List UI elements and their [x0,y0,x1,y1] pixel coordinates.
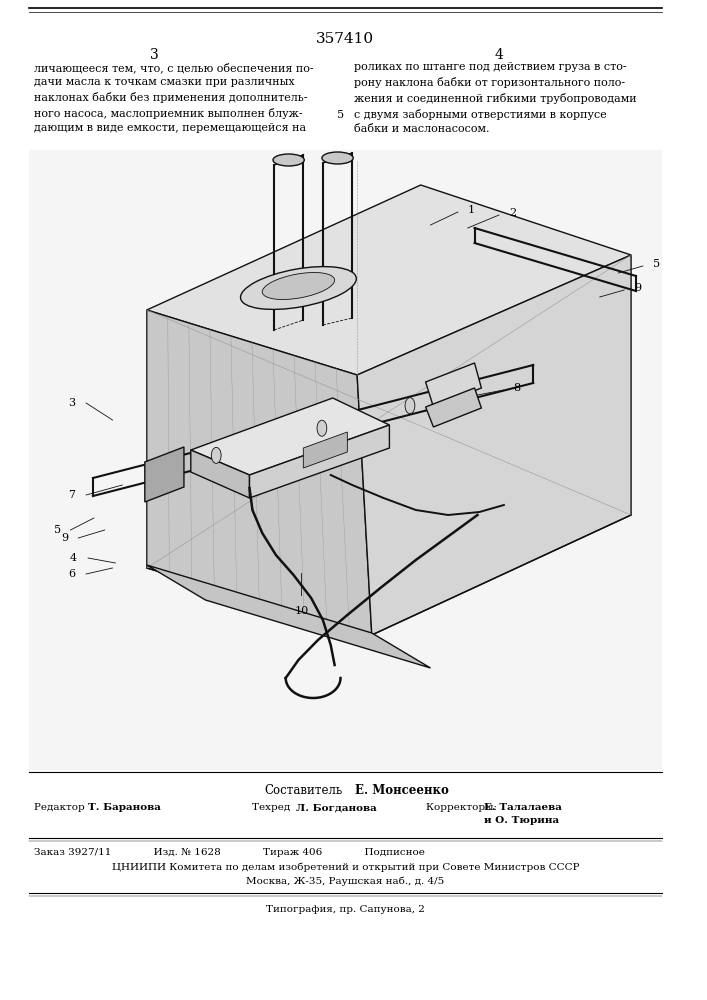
Polygon shape [426,363,481,407]
Text: Техред: Техред [252,803,294,812]
Text: роликах по штанге под действием груза в сто-
рону наклона бабки от горизонтально: роликах по штанге под действием груза в … [354,62,637,134]
Ellipse shape [322,152,354,164]
Text: 5: 5 [54,525,61,535]
Ellipse shape [240,267,356,309]
Polygon shape [147,565,431,668]
Text: 2: 2 [509,208,516,218]
Text: 10: 10 [294,606,308,616]
Text: 5: 5 [337,110,344,120]
Text: Е. Талалаева: Е. Талалаева [484,803,562,812]
Polygon shape [191,398,390,475]
Text: 1: 1 [468,205,475,215]
Text: Т. Баранова: Т. Баранова [88,803,161,812]
Polygon shape [145,447,184,502]
Polygon shape [303,432,347,468]
Text: 4: 4 [495,48,503,62]
Text: Л. Богданова: Л. Богданова [296,803,378,812]
Ellipse shape [317,420,327,436]
Polygon shape [357,255,631,635]
Text: 357410: 357410 [316,32,375,46]
Text: 3: 3 [68,398,76,408]
Polygon shape [426,388,481,427]
Text: 6: 6 [68,569,76,579]
Polygon shape [147,310,372,635]
Text: Москва, Ж-35, Раушская наб., д. 4/5: Москва, Ж-35, Раушская наб., д. 4/5 [246,876,445,886]
Text: 8: 8 [514,383,521,393]
Text: Корректоры:: Корректоры: [426,803,500,812]
Ellipse shape [405,398,415,414]
Text: 9: 9 [634,283,641,293]
Text: 5: 5 [653,259,660,269]
Text: ЦНИИПИ Комитета по делам изобретений и открытий при Совете Министров СССР: ЦНИИПИ Комитета по делам изобретений и о… [112,862,579,871]
Text: Типография, пр. Сапунова, 2: Типография, пр. Сапунова, 2 [266,905,425,914]
Ellipse shape [262,273,334,299]
Polygon shape [147,185,631,375]
Ellipse shape [273,154,304,166]
Text: Редактор: Редактор [34,803,88,812]
Text: 3: 3 [150,48,159,62]
Text: и О. Тюрина: и О. Тюрина [484,816,559,825]
Text: 4: 4 [70,553,77,563]
Bar [30,150,662,770]
Ellipse shape [211,447,221,463]
Polygon shape [250,425,390,498]
Text: личающееся тем, что, с целью обеспечения по-
дачи масла к точкам смазки при разл: личающееся тем, что, с целью обеспечения… [34,62,314,133]
Text: 9: 9 [62,533,69,543]
Text: Е. Монсеенко: Е. Монсеенко [355,784,449,797]
Polygon shape [191,450,250,498]
Text: Заказ 3927/11             Изд. № 1628             Тираж 406             Подписно: Заказ 3927/11 Изд. № 1628 Тираж 406 Подп… [34,848,425,857]
Text: 7: 7 [69,490,76,500]
Text: Составитель: Составитель [264,784,342,797]
